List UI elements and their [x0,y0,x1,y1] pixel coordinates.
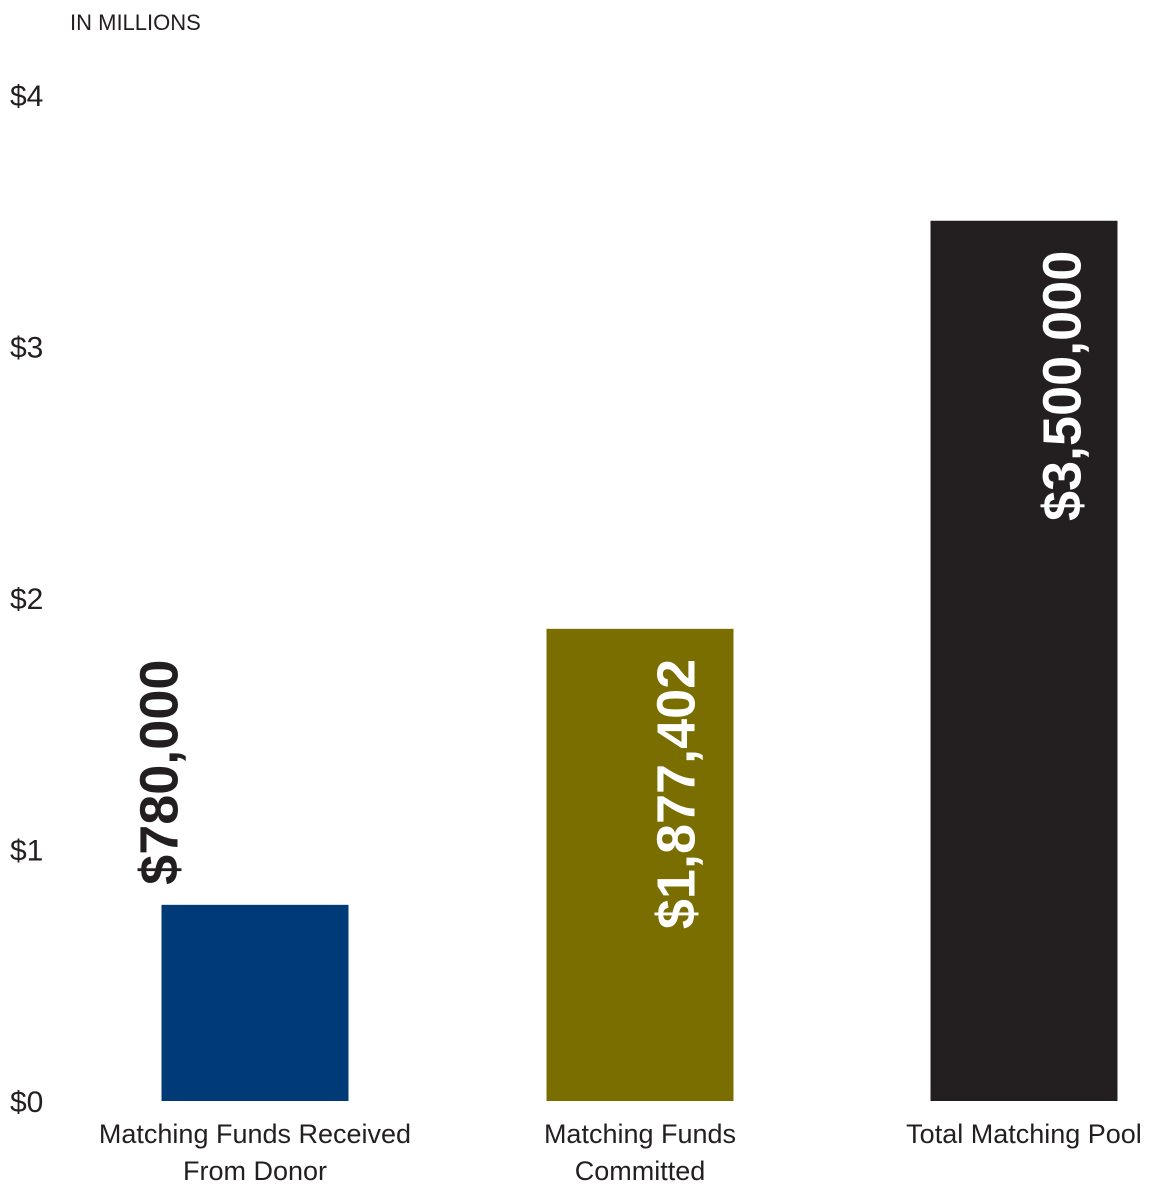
y-tick-label: $3 [10,332,43,365]
y-tick-label: $1 [10,835,43,868]
y-axis: $0 $1 $2 $3 $4 [10,80,43,1119]
data-label: $780,000 [129,660,189,885]
y-tick-label: $2 [10,583,43,616]
data-label: $1,877,402 [646,659,706,929]
y-tick-label: $0 [10,1086,43,1119]
unit-label: IN MILLIONS [70,10,201,35]
bars [161,220,1118,1101]
y-tick-label: $4 [10,80,43,113]
bar [930,220,1118,1101]
x-axis: Matching Funds Received From Donor Matchin… [99,1119,1142,1186]
x-category-label: Matching Funds Committed [544,1119,736,1186]
value-labels: $780,000 $1,877,402 $3,500,000 [129,251,1092,929]
bar [546,628,734,1101]
bar [161,904,349,1101]
x-category-label: Total Matching Pool [906,1119,1142,1149]
data-label: $3,500,000 [1032,251,1092,521]
x-category-label: Matching Funds Received From Donor [99,1119,411,1186]
